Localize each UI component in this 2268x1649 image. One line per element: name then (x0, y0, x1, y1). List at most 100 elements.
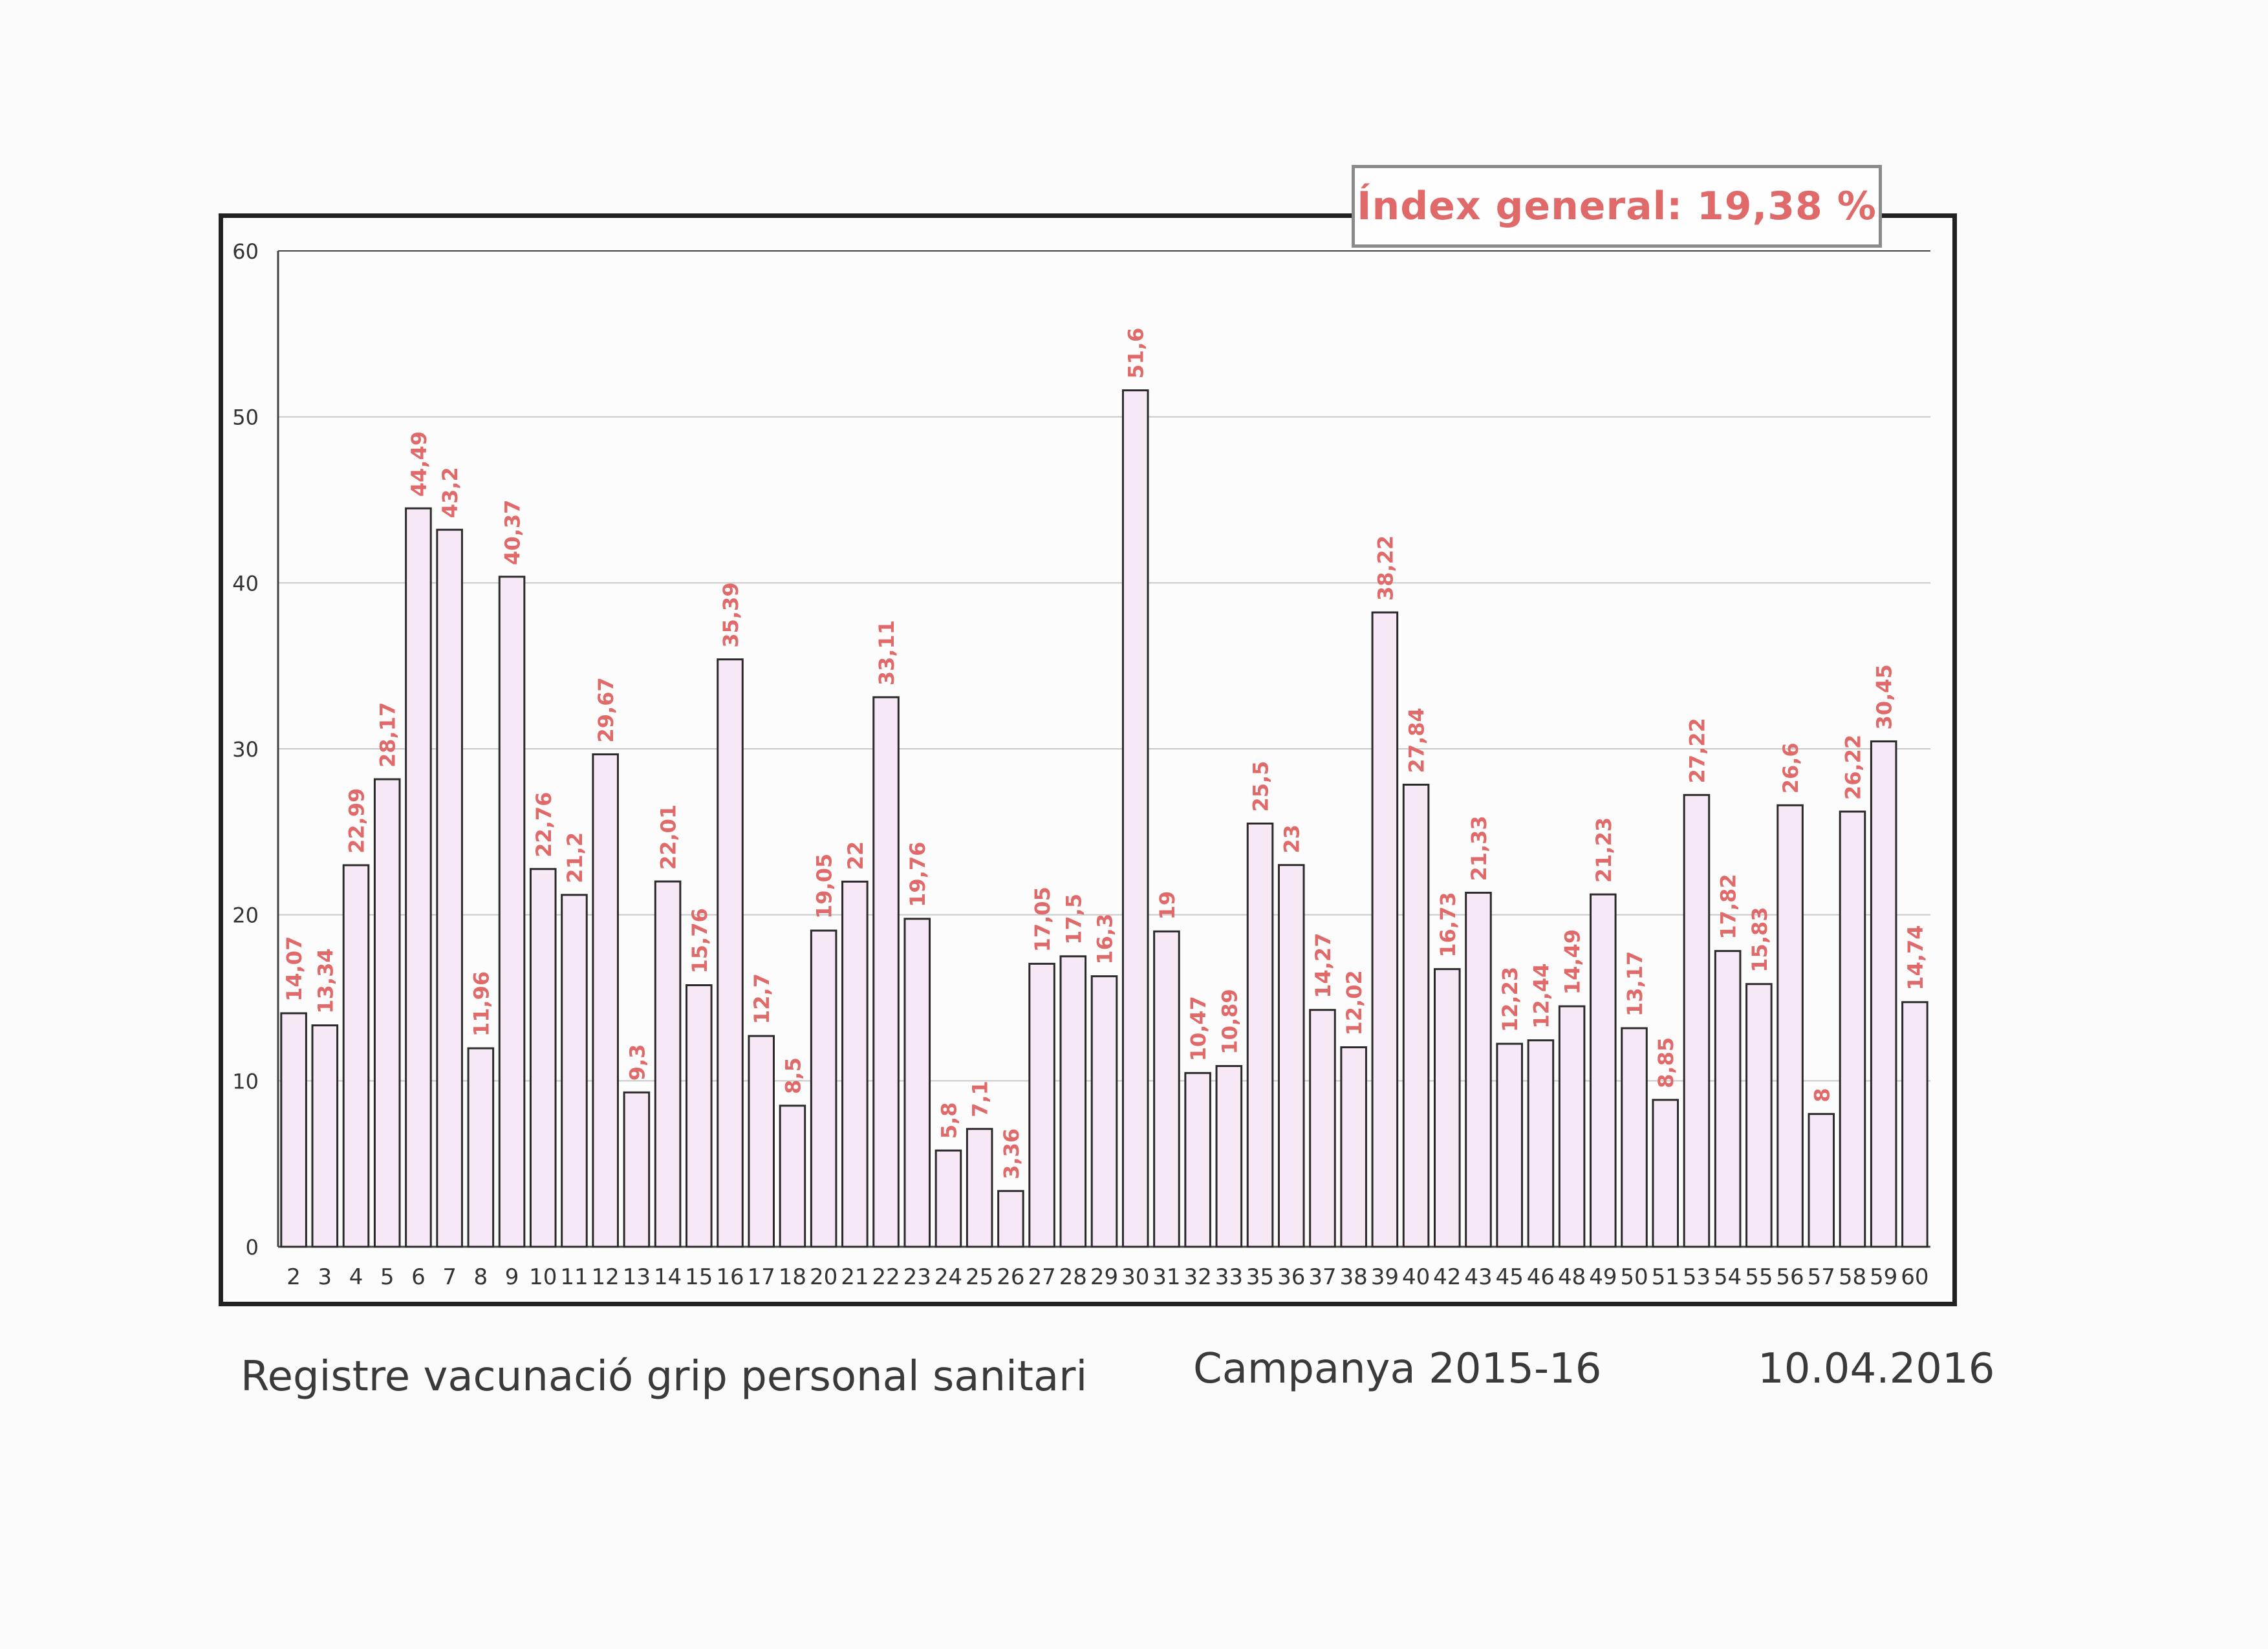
bar (1621, 1027, 1648, 1248)
bar (1434, 968, 1461, 1248)
x-tick-label: 27 (1028, 1264, 1055, 1290)
bar-value-label: 22,01 (656, 804, 681, 870)
x-tick-label: 15 (685, 1264, 713, 1290)
x-tick-label: 40 (1402, 1264, 1430, 1290)
bar (1901, 1001, 1928, 1248)
bar-value-label: 51,6 (1124, 328, 1149, 379)
bar (1527, 1039, 1555, 1248)
bar-value-label: 11,96 (469, 971, 493, 1037)
bar (1246, 823, 1274, 1248)
bar (1839, 810, 1866, 1248)
bar-value-label: 16,73 (1436, 892, 1460, 957)
x-tick-label: 21 (841, 1264, 869, 1290)
bar-value-label: 13,34 (313, 948, 338, 1013)
bar-value-label: 25,5 (1249, 761, 1273, 812)
bar (1714, 950, 1742, 1248)
x-tick-label: 48 (1558, 1264, 1586, 1290)
y-tick-label: 10 (232, 1069, 259, 1094)
bar (311, 1024, 339, 1248)
bar-value-label: 40,37 (501, 500, 525, 565)
bar-value-label: 19,05 (812, 854, 837, 919)
bar-value-label: 27,22 (1685, 718, 1709, 783)
bar (1590, 893, 1617, 1248)
x-tick-label: 32 (1183, 1264, 1211, 1290)
x-tick-label: 58 (1839, 1264, 1866, 1290)
x-tick-label: 55 (1745, 1264, 1773, 1290)
x-tick-label: 51 (1652, 1264, 1679, 1290)
bar-value-label: 5,8 (936, 1102, 961, 1139)
bar (498, 576, 526, 1248)
bar (467, 1047, 495, 1248)
bar-value-label: 19 (1155, 891, 1180, 920)
x-tick-label: 33 (1215, 1264, 1243, 1290)
x-tick-label: 3 (318, 1264, 332, 1290)
bar (748, 1035, 775, 1248)
bar-value-label: 15,76 (687, 908, 712, 973)
bar-value-label: 15,83 (1747, 907, 1772, 972)
bar-value-label: 9,3 (625, 1044, 649, 1081)
x-tick-label: 57 (1808, 1264, 1835, 1290)
bar-value-label: 26,22 (1841, 735, 1865, 800)
bar-value-label: 28,17 (376, 702, 400, 768)
bar-value-label: 17,82 (1716, 874, 1741, 939)
x-tick-label: 53 (1683, 1264, 1711, 1290)
bar (841, 880, 869, 1248)
general-index-badge: Índex general: 19,38 % (1352, 165, 1882, 248)
x-tick-label: 11 (560, 1264, 588, 1290)
bar (1215, 1064, 1243, 1248)
bar-value-label: 16,3 (1093, 914, 1118, 965)
bar-value-label: 26,6 (1778, 742, 1803, 793)
bar-value-label: 17,05 (1030, 887, 1055, 952)
bar-value-label: 13,17 (1623, 951, 1647, 1017)
bar (592, 753, 619, 1248)
bar (1683, 793, 1711, 1248)
bar-value-label: 21,23 (1592, 817, 1616, 883)
x-tick-label: 13 (623, 1264, 651, 1290)
bar-value-label: 10,89 (1217, 989, 1242, 1054)
x-tick-label: 8 (474, 1264, 488, 1290)
bar-value-label: 21,33 (1467, 815, 1491, 881)
caption-title: Registre vacunació grip personal sanitar… (241, 1353, 1088, 1401)
bar (934, 1149, 962, 1248)
bar-value-label: 30,45 (1872, 664, 1897, 729)
x-tick-label: 28 (1059, 1264, 1087, 1290)
bar-value-label: 14,27 (1311, 933, 1335, 998)
x-tick-label: 10 (529, 1264, 557, 1290)
x-tick-label: 20 (810, 1264, 837, 1290)
x-tick-label: 4 (349, 1264, 363, 1290)
bar (872, 696, 900, 1248)
bar-value-label: 17,5 (1061, 894, 1086, 945)
bar (405, 507, 432, 1248)
bar-value-label: 14,74 (1903, 925, 1928, 990)
x-tick-label: 9 (505, 1264, 519, 1290)
x-tick-label: 29 (1090, 1264, 1118, 1290)
bar-value-label: 10,47 (1186, 996, 1211, 1061)
x-tick-label: 14 (654, 1264, 682, 1290)
bar-value-label: 12,44 (1529, 963, 1553, 1028)
bar (810, 929, 837, 1248)
x-tick-label: 22 (872, 1264, 900, 1290)
x-tick-label: 43 (1464, 1264, 1492, 1290)
bar-value-label: 3,36 (999, 1128, 1024, 1180)
bar (686, 984, 713, 1248)
x-tick-label: 6 (411, 1264, 426, 1290)
bar-value-label: 27,84 (1405, 707, 1429, 773)
x-tick-label: 36 (1277, 1264, 1305, 1290)
bar (561, 894, 588, 1248)
bar-value-label: 21,2 (563, 832, 587, 883)
bar (342, 864, 370, 1248)
caption-date: 10.04.2016 (1758, 1345, 1995, 1393)
bar-value-label: 22 (843, 841, 868, 870)
x-tick-label: 42 (1433, 1264, 1461, 1290)
bar (1309, 1009, 1336, 1248)
bar (717, 658, 744, 1248)
y-tick-label: 30 (232, 737, 259, 762)
bar (1745, 983, 1773, 1248)
x-tick-label: 24 (934, 1264, 962, 1290)
bar (1028, 962, 1055, 1248)
x-tick-label: 18 (779, 1264, 806, 1290)
y-tick-label: 40 (232, 571, 259, 596)
x-tick-label: 5 (380, 1264, 394, 1290)
bar (436, 528, 463, 1248)
bar (966, 1128, 993, 1248)
